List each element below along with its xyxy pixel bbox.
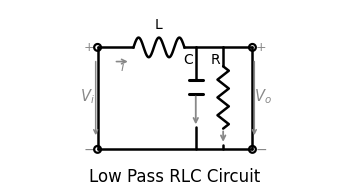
- Text: −: −: [255, 142, 267, 156]
- Text: R: R: [211, 53, 220, 67]
- Text: +: +: [256, 41, 266, 54]
- Text: −: −: [83, 142, 95, 156]
- Text: L: L: [155, 18, 163, 32]
- Text: +: +: [84, 41, 94, 54]
- Text: $V_i$: $V_i$: [80, 87, 94, 106]
- Text: $V_o$: $V_o$: [254, 87, 272, 106]
- Text: i: i: [121, 61, 124, 74]
- Text: C: C: [183, 53, 193, 67]
- Text: Low Pass RLC Circuit: Low Pass RLC Circuit: [89, 168, 261, 186]
